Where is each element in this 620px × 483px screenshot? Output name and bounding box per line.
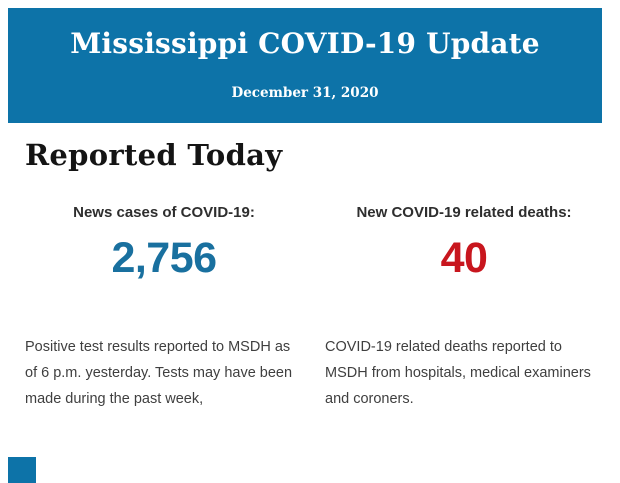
new-deaths-value: 40	[440, 234, 488, 282]
new-cases-value: 2,756	[111, 234, 217, 282]
stat-new-deaths: New COVID-19 related deaths: 40 COVID-19…	[325, 204, 603, 412]
new-deaths-label: New COVID-19 related deaths:	[356, 204, 572, 221]
stat-new-cases: News cases of COVID-19: 2,756 Positive t…	[25, 204, 303, 412]
new-cases-description: Positive test results reported to MSDH a…	[25, 339, 293, 407]
new-deaths-description: COVID-19 related deaths reported to MSDH…	[325, 339, 591, 407]
new-cases-label: News cases of COVID-19:	[73, 204, 255, 221]
page-title: Mississippi COVID-19 Update	[70, 27, 540, 60]
header-banner: Mississippi COVID-19 Update December 31,…	[8, 8, 602, 123]
stats-row: News cases of COVID-19: 2,756 Positive t…	[25, 204, 603, 412]
report-date: December 31, 2020	[231, 85, 379, 101]
next-section-accent-square	[8, 457, 36, 483]
section-heading: Reported Today	[25, 138, 283, 172]
